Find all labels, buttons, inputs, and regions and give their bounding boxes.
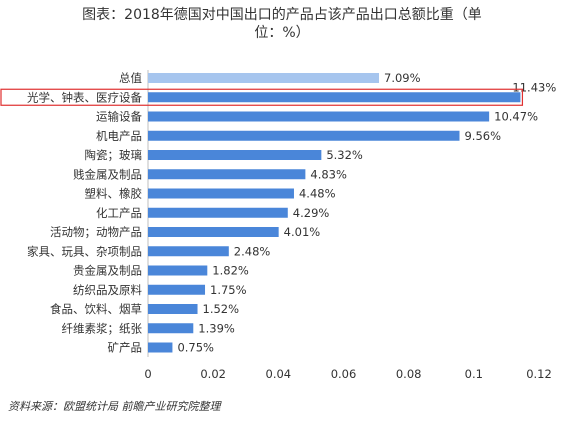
data-label: 4.29% — [293, 206, 330, 220]
category-label: 纤维素浆；纸张 — [62, 321, 143, 335]
bar — [148, 130, 460, 141]
data-label: 10.47% — [494, 110, 538, 124]
category-label: 纺织品及原料 — [73, 283, 142, 297]
highlight-box — [0, 88, 524, 106]
bar — [148, 169, 306, 180]
data-label: 4.83% — [310, 167, 347, 181]
data-label: 4.48% — [299, 187, 336, 201]
category-label: 家具、玩具、杂项制品 — [27, 244, 142, 258]
bar — [148, 323, 194, 334]
bar — [148, 111, 490, 122]
data-label: 1.82% — [212, 264, 249, 278]
x-tick-label: 0.12 — [526, 367, 552, 381]
category-label: 塑料、橡胶 — [85, 187, 143, 201]
data-label: 4.01% — [284, 225, 321, 239]
bar — [148, 188, 294, 199]
category-label: 矿产品 — [108, 341, 143, 355]
bar — [148, 150, 322, 160]
data-label: 1.75% — [210, 283, 247, 297]
data-label: 7.09% — [384, 71, 421, 85]
data-label: 0.75% — [177, 341, 214, 355]
bar — [148, 227, 279, 237]
category-label: 机电产品 — [96, 129, 142, 143]
category-label: 陶瓷；玻璃 — [85, 148, 143, 162]
x-tick-label: 0.08 — [396, 367, 422, 381]
chart-title-line-2: 位：%） — [254, 25, 310, 41]
x-tick-label: 0.1 — [465, 367, 483, 381]
data-label: 1.52% — [203, 302, 240, 316]
bar — [148, 73, 380, 83]
category-label: 食品、饮料、烟草 — [50, 302, 142, 316]
category-label: 运输设备 — [96, 110, 142, 124]
x-tick-label: 0.02 — [200, 367, 226, 381]
category-label: 活动物；动物产品 — [50, 225, 142, 239]
source-note: 资料来源：欧盟统计局 前瞻产业研究院整理 — [8, 400, 221, 413]
x-tick-label: 0.06 — [331, 367, 357, 381]
bar — [148, 304, 198, 314]
bar — [148, 342, 173, 353]
chart-title: 图表：2018年德国对中国出口的产品占该产品出口总额比重（单 位：%） — [0, 6, 564, 42]
x-tick-label: 0 — [144, 367, 151, 381]
data-label: 1.39% — [198, 321, 235, 335]
category-label: 总值 — [119, 71, 142, 85]
bar — [148, 265, 208, 276]
bar — [148, 284, 206, 295]
category-label: 化工产品 — [96, 206, 142, 220]
category-label: 光学、钟表、医疗设备 — [27, 90, 142, 104]
category-label: 贱金属及制品 — [73, 167, 142, 181]
chart-title-line-1: 图表：2018年德国对中国出口的产品占该产品出口总额比重（单 — [82, 7, 482, 23]
data-label: 5.32% — [326, 148, 363, 162]
x-tick-label: 0.04 — [266, 367, 292, 381]
bar — [148, 92, 521, 103]
category-label: 贵金属及制品 — [73, 264, 142, 278]
bar — [148, 207, 288, 218]
data-label: 2.48% — [234, 244, 271, 258]
bar — [148, 246, 229, 257]
data-label: 9.56% — [464, 129, 501, 143]
data-label: 11.43% — [512, 80, 556, 94]
